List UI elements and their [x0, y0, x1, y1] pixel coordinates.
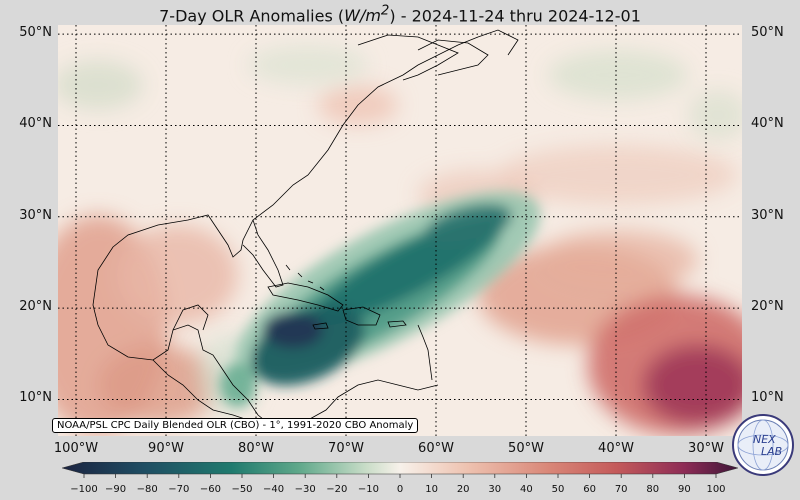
title-unit: W/m2 — [344, 4, 390, 26]
anomaly-field — [58, 45, 742, 435]
map-canvas — [58, 25, 742, 436]
longitude-label: 80°W — [238, 441, 274, 456]
latitude-label-right: 30°N — [751, 207, 784, 223]
colorbar-tick-label: −40 — [263, 484, 285, 495]
longitude-label: 70°W — [328, 441, 364, 456]
latitude-label-left: 50°N — [19, 25, 52, 41]
colorbar-tick-label: 100 — [706, 484, 726, 495]
longitude-label: 90°W — [148, 441, 184, 456]
latitude-label-right: 10°N — [751, 390, 784, 406]
colorbar-tick-label: 50 — [551, 484, 565, 495]
longitude-label: 50°W — [508, 441, 544, 456]
latitude-label-right: 20°N — [751, 299, 784, 315]
colorbar-tick-label: −80 — [136, 484, 158, 495]
map-title: 7-Day OLR Anomalies (W/m2) - 2024-11-24 … — [159, 4, 641, 26]
latitude-label-left: 20°N — [19, 299, 52, 315]
colorbar-tick-label: −60 — [199, 484, 221, 495]
longitude-label: 30°W — [688, 441, 724, 456]
colorbar-tick-label: −10 — [357, 484, 379, 495]
longitude-label: 60°W — [418, 441, 454, 456]
svg-text:NEX: NEX — [753, 433, 776, 446]
colorbar: −100 −90 −80 −70 −60 −50 −40 −30 −20 −10 0 10 20 30 40… — [60, 461, 740, 500]
colorbar-tick-label: 90 — [678, 484, 691, 495]
colorbar-tick-label: 0 — [396, 484, 404, 495]
colorbar-bar — [60, 461, 740, 475]
svg-text:LAB: LAB — [761, 445, 782, 458]
colorbar-tick-label: −100 — [70, 484, 98, 495]
colorbar-tick-label: 60 — [583, 484, 596, 495]
longitude-label: 40°W — [598, 441, 634, 456]
latitude-label-left: 30°N — [19, 207, 52, 223]
colorbar-tick-label: −90 — [105, 484, 127, 495]
colorbar-tick-label: 20 — [456, 484, 470, 495]
colorbar-tick-label: 10 — [425, 484, 438, 495]
nex-lab-globe-logo-icon: NEX LAB — [731, 413, 795, 477]
olr-anomaly-map — [58, 25, 742, 436]
colorbar-ramp — [60, 461, 740, 478]
colorbar-tick-label: 70 — [614, 484, 628, 495]
colorbar-tick-label: 80 — [646, 484, 660, 495]
colorbar-tick-label: −30 — [294, 484, 316, 495]
longitude-label: 100°W — [53, 441, 99, 456]
colorbar-tick-label: 40 — [520, 484, 533, 495]
gridlines — [58, 25, 742, 436]
colorbar-tick-label: 30 — [488, 484, 502, 495]
colorbar-tick-label: −50 — [231, 484, 253, 495]
latitude-label-right: 40°N — [751, 116, 784, 132]
colorbar-tick-label: −70 — [168, 484, 190, 495]
latitude-label-left: 40°N — [19, 116, 52, 132]
colorbar-tick-label: −20 — [326, 484, 348, 495]
source-note: NOAA/PSL CPC Daily Blended OLR (CBO) - 1… — [52, 418, 419, 433]
latitude-label-left: 10°N — [19, 390, 52, 406]
latitude-label-right: 50°N — [751, 25, 784, 41]
